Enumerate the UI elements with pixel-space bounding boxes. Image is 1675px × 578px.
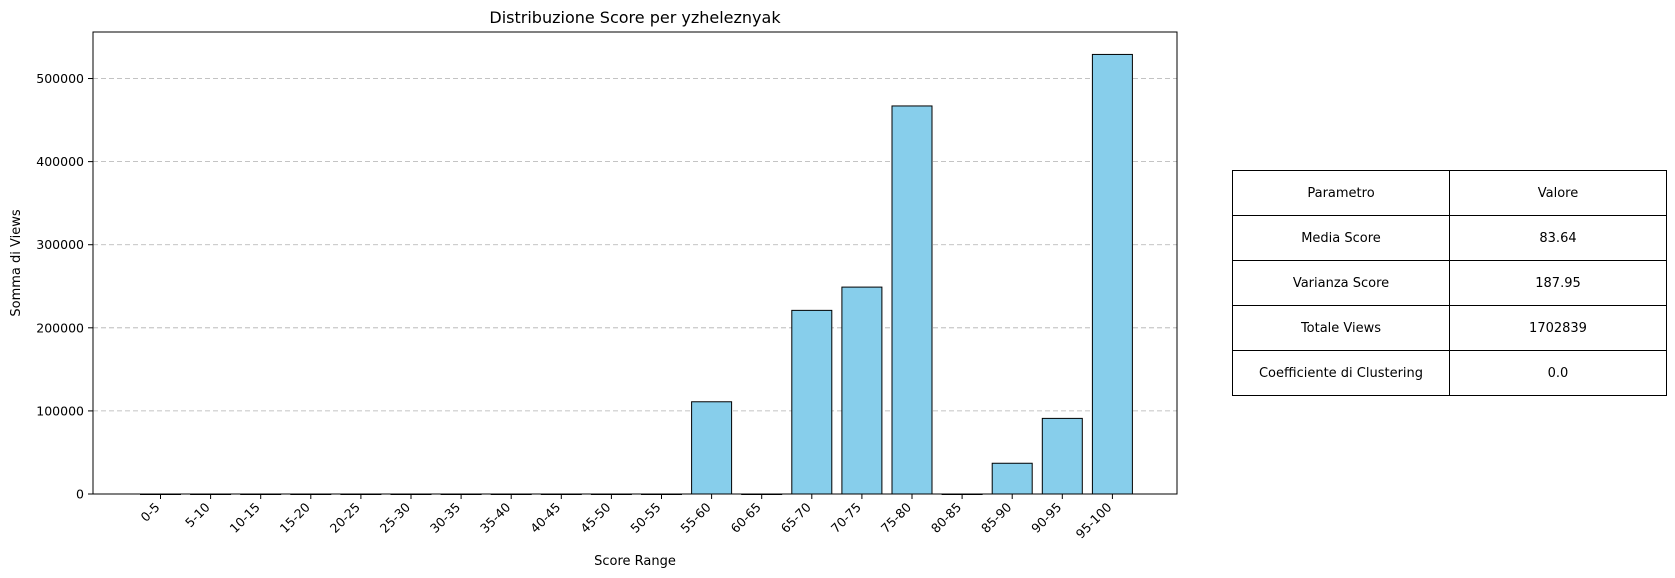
x-tick-label: 10-15 [227, 500, 263, 536]
x-tick-label: 90-95 [1028, 500, 1064, 536]
grid-lines [93, 78, 1177, 412]
parameters-table: Parametro Valore Media Score 83.64 Varia… [1232, 170, 1667, 396]
table-cell-param: Media Score [1232, 215, 1450, 261]
bar-85-90 [991, 462, 1033, 495]
x-tick-label: 65-70 [778, 499, 814, 535]
y-tick-label: 100000 [36, 403, 84, 418]
plot-area-frame [92, 31, 1178, 495]
x-tick-label: 25-30 [377, 499, 413, 535]
y-tick-label: 0 [76, 487, 84, 502]
x-tick-label: 45-50 [577, 499, 613, 535]
x-tick-label: 80-85 [928, 500, 964, 536]
table-cell-param: Coefficiente di Clustering [1232, 350, 1450, 396]
x-tick-label: 15-20 [277, 499, 313, 535]
bar-55-60 [691, 401, 733, 495]
x-tick-label: 75-80 [878, 499, 914, 535]
bar-65-70 [791, 309, 833, 495]
bar-90-95 [1041, 417, 1083, 495]
y-tick-label: 500000 [36, 71, 84, 86]
x-tick-label: 60-65 [728, 500, 764, 536]
table-row: Totale Views 1702839 [1232, 305, 1667, 351]
bar-75-80 [891, 105, 933, 495]
table-cell-param: Varianza Score [1232, 260, 1450, 306]
x-tick-label: 0-5 [138, 500, 163, 525]
table-header-row: Parametro Valore [1232, 170, 1667, 216]
table-row: Varianza Score 187.95 [1232, 260, 1667, 306]
table-header-cell: Parametro [1232, 170, 1450, 216]
x-tick-label: 85-90 [978, 499, 1014, 535]
table-cell-param: Totale Views [1232, 305, 1450, 351]
table-cell-value: 0.0 [1449, 350, 1667, 396]
y-tick-label: 200000 [36, 320, 84, 335]
x-tick-label: 20-25 [327, 500, 363, 536]
x-tick-label: 35-40 [477, 499, 513, 535]
x-tick-label: 30-35 [427, 500, 463, 536]
y-tick-label: 300000 [36, 237, 84, 252]
x-axis-label: Score Range [594, 554, 676, 569]
x-tick-label: 70-75 [828, 500, 864, 536]
x-tick-label: 95-100 [1073, 499, 1115, 541]
bars [140, 53, 1133, 495]
table-cell-value: 187.95 [1449, 260, 1667, 306]
x-tick-label: 40-45 [527, 500, 563, 536]
x-tick-label: 55-60 [677, 499, 713, 535]
chart-title: Distribuzione Score per yzheleznyak [489, 8, 781, 27]
table-row: Coefficiente di Clustering 0.0 [1232, 350, 1667, 396]
table-cell-value: 83.64 [1449, 215, 1667, 261]
y-tick-label: 400000 [36, 154, 84, 169]
table-header-cell: Valore [1449, 170, 1667, 216]
x-tick-label: 5-10 [182, 499, 213, 530]
y-axis-ticks: 0 100000 200000 300000 400000 500000 [36, 71, 93, 502]
table-row: Media Score 83.64 [1232, 215, 1667, 261]
x-axis-ticks: 0-5 5-10 10-15 15-20 20-25 25-30 30-35 35-40 40-… [138, 494, 1115, 541]
y-axis-label: Somma di Views [9, 209, 24, 316]
x-tick-label: 50-55 [627, 500, 663, 536]
bar-70-75 [841, 286, 883, 495]
table-cell-value: 1702839 [1449, 305, 1667, 351]
bar-95-100 [1091, 53, 1133, 495]
